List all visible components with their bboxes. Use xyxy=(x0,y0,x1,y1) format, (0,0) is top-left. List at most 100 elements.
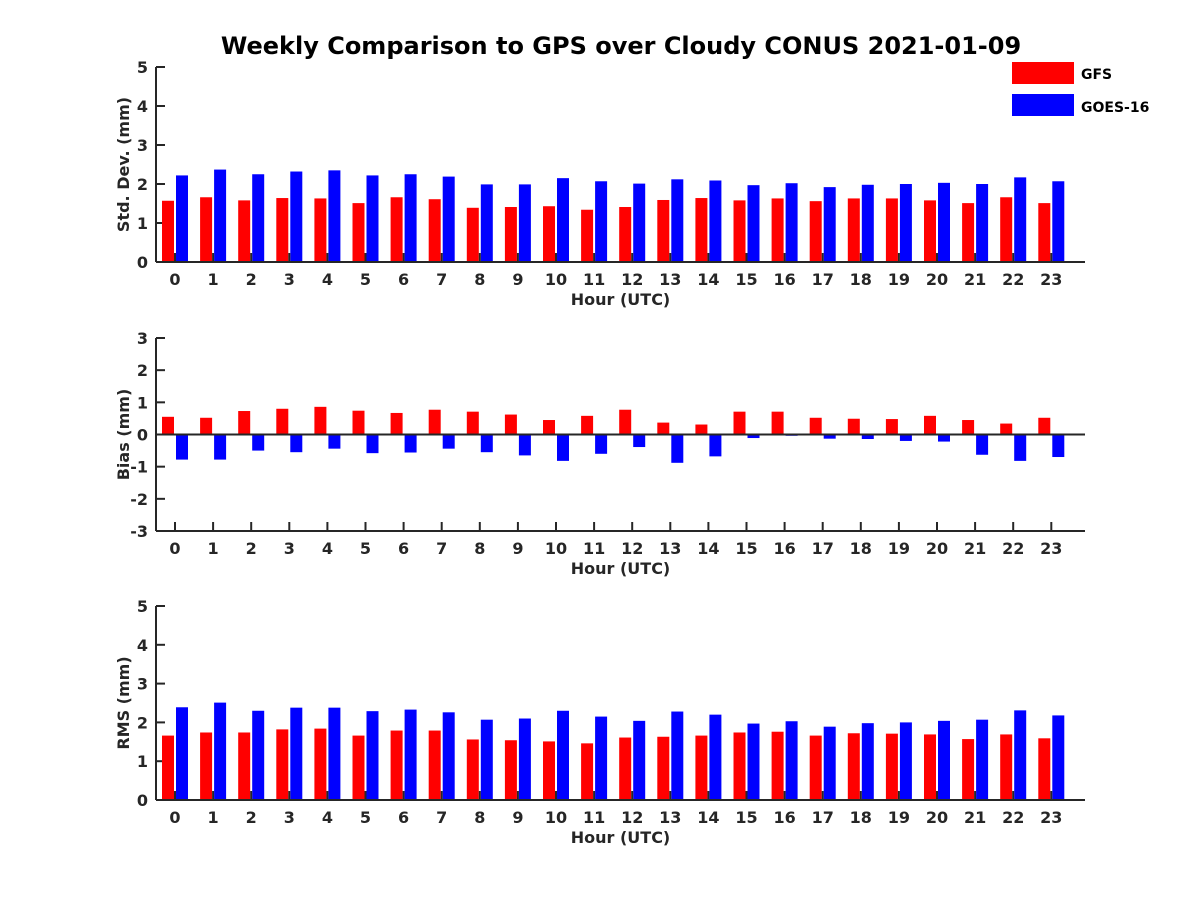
x-tick-label: 16 xyxy=(773,270,795,289)
x-tick-label: 18 xyxy=(850,808,872,827)
bar-goes16-hour-20 xyxy=(938,434,950,442)
bar-gfs-hour-5 xyxy=(352,735,365,800)
bar-gfs-hour-0 xyxy=(162,200,174,262)
x-tick-label: 5 xyxy=(360,270,371,289)
bar-gfs-hour-1 xyxy=(200,732,213,800)
bar-goes16-hour-19 xyxy=(899,184,912,262)
bar-gfs-hour-21 xyxy=(962,739,975,800)
x-tick-label: 20 xyxy=(926,808,948,827)
bar-gfs-hour-15 xyxy=(733,411,746,435)
bar-gfs-hour-12 xyxy=(619,409,632,435)
bar-goes16-hour-0 xyxy=(176,434,188,460)
bar-goes16-hour-15 xyxy=(747,723,760,800)
x-tick-label: 6 xyxy=(398,539,409,558)
bar-gfs-hour-0 xyxy=(162,416,174,435)
bar-gfs-hour-20 xyxy=(924,415,936,435)
y-axis-label: Bias (mm) xyxy=(114,389,133,481)
bar-gfs-hour-7 xyxy=(428,730,441,800)
bar-goes16-hour-11 xyxy=(595,716,608,800)
x-tick-label: 19 xyxy=(888,539,910,558)
x-tick-label: 0 xyxy=(169,270,180,289)
bar-goes16-hour-6 xyxy=(404,174,417,262)
x-tick-label: 4 xyxy=(322,539,333,558)
y-tick-label: 0 xyxy=(137,253,148,272)
x-tick-label: 9 xyxy=(512,808,523,827)
bar-gfs-hour-1 xyxy=(200,197,213,262)
bar-gfs-hour-10 xyxy=(543,420,555,435)
bar-gfs-hour-22 xyxy=(1000,197,1013,262)
y-tick-label: 3 xyxy=(137,329,148,348)
y-tick-label: 0 xyxy=(137,791,148,810)
x-tick-label: 14 xyxy=(697,539,719,558)
legend-label-goes16: GOES-16 xyxy=(1081,100,1149,116)
y-tick-label: 0 xyxy=(137,426,148,445)
bar-goes16-hour-8 xyxy=(480,719,493,800)
bar-gfs-hour-4 xyxy=(314,406,327,435)
bar-goes16-hour-2 xyxy=(252,434,265,451)
bar-goes16-hour-16 xyxy=(785,183,798,262)
x-axis-label: Hour (UTC) xyxy=(571,559,671,578)
bar-gfs-hour-21 xyxy=(962,203,975,262)
x-tick-label: 20 xyxy=(926,539,948,558)
x-tick-label: 7 xyxy=(436,539,447,558)
bar-gfs-hour-2 xyxy=(238,732,251,800)
x-tick-label: 13 xyxy=(659,539,681,558)
y-tick-label: -2 xyxy=(130,490,148,509)
x-tick-label: 10 xyxy=(545,270,567,289)
bar-goes16-hour-10 xyxy=(557,178,569,262)
x-tick-label: 20 xyxy=(926,270,948,289)
y-tick-label: -1 xyxy=(130,458,148,477)
bar-goes16-hour-4 xyxy=(328,170,341,262)
bar-goes16-hour-13 xyxy=(671,711,684,800)
legend-label-gfs: GFS xyxy=(1081,67,1112,83)
bar-goes16-hour-3 xyxy=(290,707,303,800)
bar-goes16-hour-18 xyxy=(861,184,874,262)
bar-goes16-hour-6 xyxy=(404,434,417,453)
bar-gfs-hour-11 xyxy=(581,743,594,800)
y-tick-label: 1 xyxy=(137,752,148,771)
x-tick-label: 0 xyxy=(169,808,180,827)
bar-gfs-hour-15 xyxy=(733,200,746,262)
bar-goes16-hour-12 xyxy=(633,720,646,800)
y-tick-label: -3 xyxy=(130,522,148,541)
bar-goes16-hour-7 xyxy=(442,434,455,449)
bar-gfs-hour-18 xyxy=(847,733,860,800)
x-axis-label: Hour (UTC) xyxy=(571,290,671,309)
bar-goes16-hour-5 xyxy=(366,711,379,800)
bar-gfs-hour-18 xyxy=(847,198,860,262)
bar-gfs-hour-17 xyxy=(809,417,822,435)
bar-goes16-hour-5 xyxy=(366,175,379,262)
x-tick-label: 4 xyxy=(322,270,333,289)
legend: GFS GOES-16 xyxy=(1012,62,1149,116)
x-tick-label: 1 xyxy=(208,539,219,558)
figure-title: Weekly Comparison to GPS over Cloudy CON… xyxy=(221,32,1021,60)
x-tick-label: 13 xyxy=(659,808,681,827)
bar-goes16-hour-14 xyxy=(709,180,722,262)
bar-gfs-hour-14 xyxy=(695,198,708,262)
bar-goes16-hour-9 xyxy=(518,184,531,262)
bar-goes16-hour-4 xyxy=(328,707,341,800)
bar-gfs-hour-13 xyxy=(657,422,670,435)
x-tick-label: 11 xyxy=(583,539,605,558)
bar-goes16-hour-20 xyxy=(938,720,950,800)
x-tick-label: 11 xyxy=(583,270,605,289)
x-tick-label: 7 xyxy=(436,270,447,289)
x-tick-label: 10 xyxy=(545,808,567,827)
bar-gfs-hour-16 xyxy=(771,731,784,800)
bar-gfs-hour-9 xyxy=(504,740,517,800)
x-tick-label: 19 xyxy=(888,270,910,289)
bar-goes16-hour-7 xyxy=(442,176,455,262)
x-tick-label: 22 xyxy=(1002,270,1024,289)
bar-gfs-hour-18 xyxy=(847,418,860,435)
y-tick-label: 5 xyxy=(137,597,148,616)
bar-goes16-hour-0 xyxy=(176,707,188,800)
x-tick-label: 1 xyxy=(208,270,219,289)
bar-goes16-hour-1 xyxy=(214,434,227,460)
bar-goes16-hour-20 xyxy=(938,182,950,262)
bar-gfs-hour-12 xyxy=(619,207,632,262)
bar-gfs-hour-4 xyxy=(314,728,327,800)
x-tick-label: 15 xyxy=(735,808,757,827)
y-tick-label: 2 xyxy=(137,713,148,732)
